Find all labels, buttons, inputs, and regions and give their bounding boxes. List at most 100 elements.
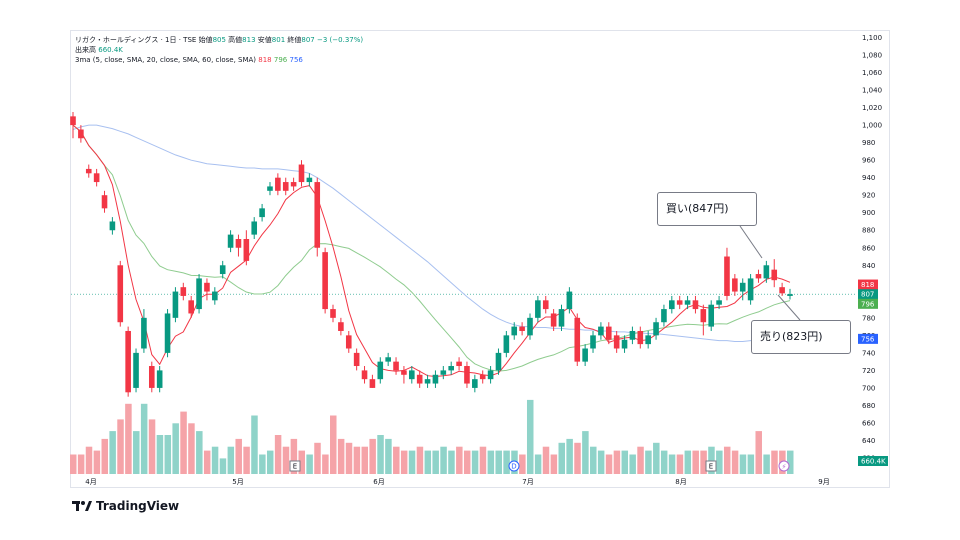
candle-body — [613, 335, 620, 349]
candle-body — [361, 370, 368, 380]
dividend-marker — [508, 460, 520, 472]
volume-bar — [424, 450, 432, 474]
volume-bar — [172, 423, 179, 474]
price-axis-tag — [858, 298, 878, 309]
earnings-marker-label: E — [709, 463, 713, 471]
y-tick-label: 640 — [862, 437, 875, 445]
candle-body — [109, 221, 116, 231]
candle-body — [322, 252, 328, 310]
ma20-value: 796 — [273, 56, 288, 64]
candle-body — [464, 366, 470, 384]
high-value: 813 — [242, 36, 256, 44]
volume-bar — [148, 419, 156, 474]
volume-bar — [660, 450, 668, 474]
candle-body — [251, 221, 258, 235]
volume-bar — [369, 438, 376, 474]
price-axis-tag-label: 807 — [861, 291, 874, 299]
candle-body — [700, 309, 707, 323]
candle-body — [716, 300, 722, 305]
candle-body — [227, 234, 234, 248]
candle-body — [558, 309, 565, 327]
candle-body — [535, 300, 541, 318]
volume-bar — [290, 438, 298, 474]
volume-bar — [503, 450, 510, 474]
open-label: 始値 — [198, 36, 213, 44]
candle-body — [432, 374, 439, 384]
volume-bar — [708, 446, 715, 474]
candle-body — [156, 370, 163, 388]
tradingview-logo[interactable]: TradingView — [72, 499, 179, 513]
sell-label: 売り(823円) — [760, 330, 823, 343]
earnings-marker — [289, 460, 301, 472]
volume-bar — [306, 454, 313, 474]
volume-bar — [337, 438, 345, 474]
ma60-value: 756 — [289, 56, 303, 64]
candle-body — [204, 282, 210, 292]
candle-body — [771, 269, 778, 281]
volume-bar — [408, 450, 416, 474]
x-tick-label: 6月 — [373, 478, 384, 486]
candle-body — [566, 291, 573, 310]
candle-body — [763, 265, 770, 279]
y-tick-label: 880 — [862, 227, 875, 235]
volume-bar — [645, 450, 652, 474]
y-tick-label: 660 — [862, 419, 875, 427]
candle-body — [503, 335, 510, 353]
sell-callout: 売り(823円) — [751, 320, 851, 354]
volume-axis-tag — [858, 456, 888, 466]
volume-bar — [227, 446, 235, 474]
volume-bar — [558, 442, 566, 474]
volume-bar — [668, 454, 676, 474]
volume-bar — [771, 450, 778, 474]
volume-bar — [235, 438, 242, 474]
candle-body — [472, 379, 478, 388]
earnings-marker-label: E — [293, 463, 297, 471]
candle-body — [267, 186, 273, 191]
buy-label: 買い(847円) — [666, 202, 729, 215]
candle-body — [416, 374, 423, 384]
y-tick-label: 940 — [862, 174, 875, 182]
symbol-title: リガク・ホールディングス · 1日 · TSE — [75, 36, 197, 44]
volume-bar — [590, 446, 597, 474]
candle-body — [290, 182, 297, 187]
price-axis-tag — [858, 279, 878, 290]
candle-body — [401, 370, 407, 375]
candle-body — [125, 330, 131, 393]
y-tick-label: 1,100 — [862, 34, 882, 42]
candle-body — [188, 300, 194, 314]
candle-body — [739, 282, 746, 292]
brand-name: TradingView — [96, 499, 180, 513]
candle-body — [369, 379, 376, 388]
volume-bar — [385, 438, 392, 474]
candle-body — [219, 265, 226, 275]
change-value: −3 (−0.37%) — [317, 36, 364, 44]
price-axis-tag-label: 796 — [861, 300, 875, 308]
volume-bar — [471, 450, 479, 474]
volume-bar — [298, 450, 305, 474]
volume-bar — [692, 450, 699, 474]
candle-body — [353, 352, 360, 367]
candle-body — [101, 195, 108, 209]
volume-bar — [432, 450, 439, 474]
candle-body — [164, 313, 171, 353]
candle-body — [243, 239, 250, 261]
candle-body — [172, 291, 179, 318]
candle-body — [148, 366, 155, 388]
price-axis-tag-label: 756 — [861, 335, 875, 343]
buy-pointer — [739, 225, 763, 259]
y-tick-label: 720 — [862, 367, 875, 375]
x-tick-label: 4月 — [85, 478, 96, 486]
sell-pointer — [777, 294, 801, 321]
buy-callout: 買い(847円) — [657, 192, 757, 226]
ma5-value: 818 — [258, 56, 272, 64]
volume-bar — [747, 454, 755, 474]
volume-bar — [542, 446, 550, 474]
volume-bar — [637, 446, 644, 474]
candle-body — [598, 326, 604, 336]
candle-body — [519, 326, 525, 331]
candle-body — [282, 182, 289, 191]
candle-body — [653, 322, 659, 336]
candle-body — [180, 287, 187, 296]
chart-legend: リガク・ホールディングス · 1日 · TSE 始値805 高値813 安値80… — [75, 35, 363, 65]
